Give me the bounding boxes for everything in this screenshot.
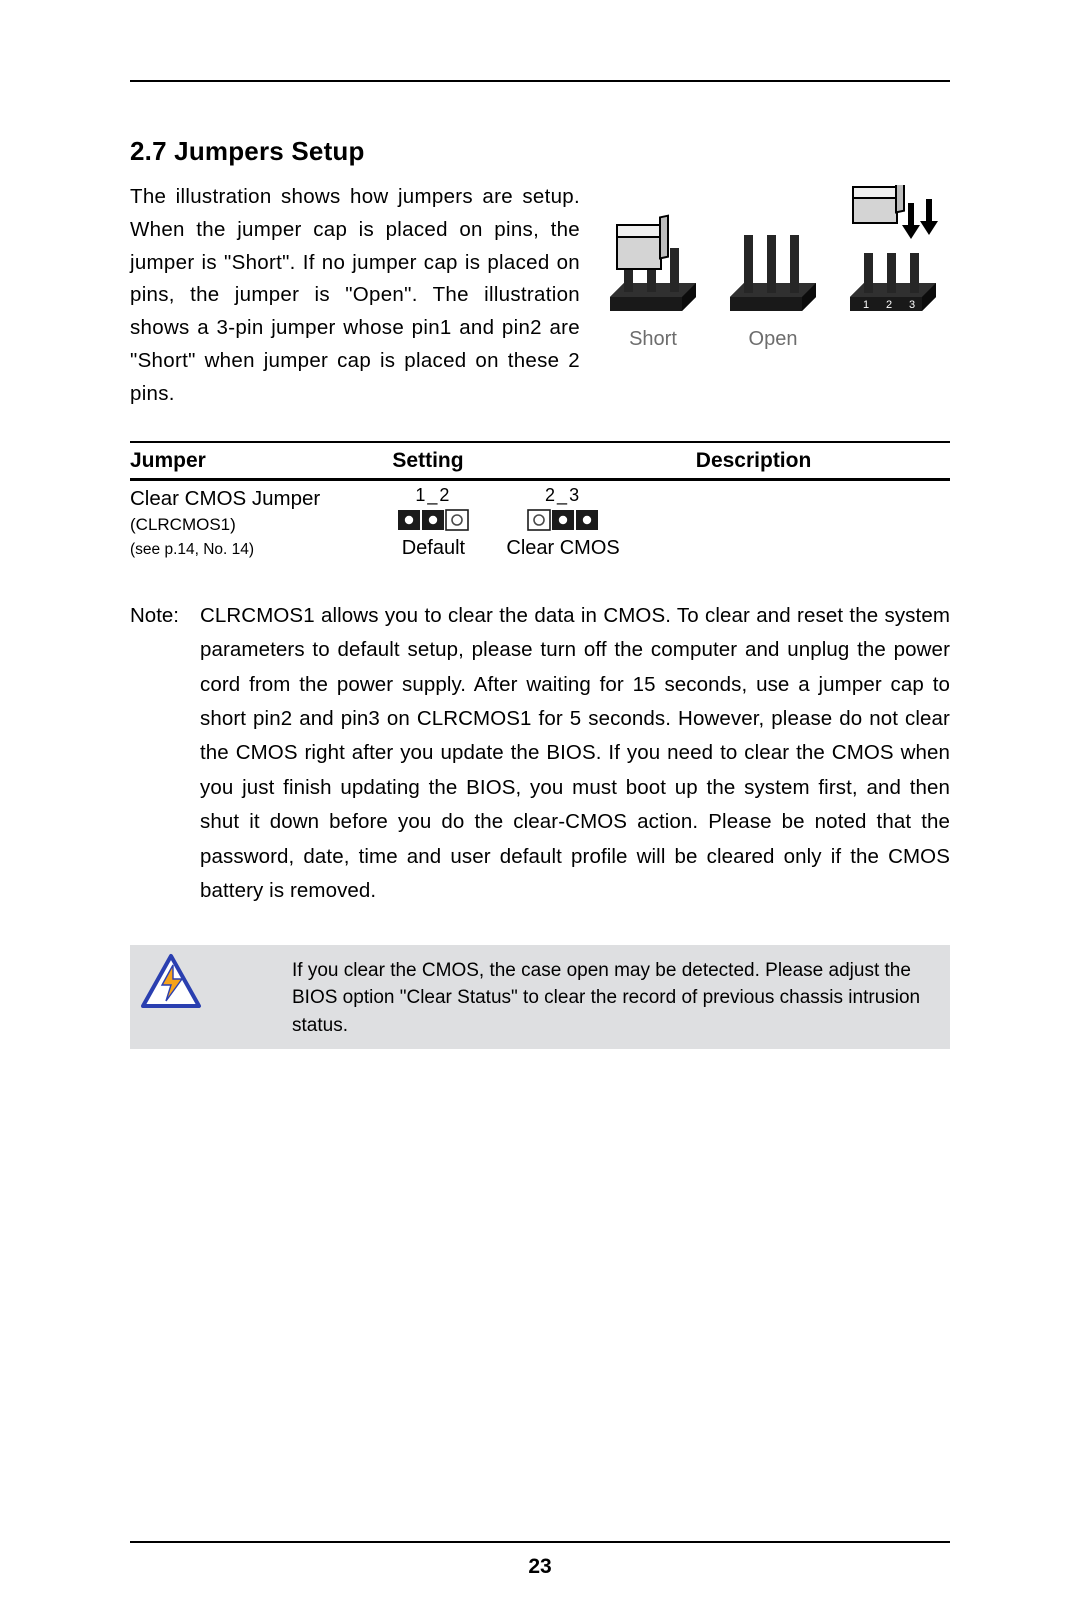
note-body: CLRCMOS1 allows you to clear the data in…	[200, 599, 950, 909]
jumper-sub2: (see p.14, No. 14)	[130, 538, 392, 563]
intro-paragraph: The illustration shows how jumpers are s…	[130, 181, 580, 411]
jumper-table: Jumper Setting Description Clear CMOS Ju…	[130, 441, 950, 563]
section-title: 2.7 Jumpers Setup	[130, 136, 950, 167]
top-rule	[130, 80, 950, 82]
lightning-icon	[140, 953, 202, 1040]
jumper-name: Clear CMOS Jumper	[130, 485, 392, 514]
svg-text:3: 3	[909, 299, 915, 311]
note-label: Note:	[130, 599, 200, 909]
note-block: Note: CLRCMOS1 allows you to clear the d…	[130, 599, 950, 909]
th-setting: Setting	[392, 449, 695, 473]
th-jumper: Jumper	[130, 449, 392, 473]
jumper-setting-0: 1_2 Default	[396, 485, 470, 562]
setting-top-label: 2_3	[506, 485, 619, 507]
page-number: 23	[0, 1555, 1080, 1579]
setting-bottom-label: Default	[396, 535, 470, 561]
jumper-illustration: Short Open	[598, 181, 950, 411]
svg-text:2: 2	[886, 299, 892, 311]
setting-top-label: 1_2	[396, 485, 470, 507]
svg-text:Open: Open	[749, 328, 798, 350]
warning-callout: If you clear the CMOS, the case open may…	[130, 945, 950, 1050]
jumper-sub1: (CLRCMOS1)	[130, 513, 392, 538]
jumper-setting-1: 2_3 Clear CMOS	[506, 485, 619, 562]
svg-text:Short: Short	[629, 328, 677, 350]
th-desc: Description	[696, 449, 950, 473]
svg-text:1: 1	[863, 299, 869, 311]
setting-bottom-label: Clear CMOS	[506, 535, 619, 561]
bottom-rule	[130, 1541, 950, 1543]
callout-text: If you clear the CMOS, the case open may…	[292, 953, 930, 1040]
